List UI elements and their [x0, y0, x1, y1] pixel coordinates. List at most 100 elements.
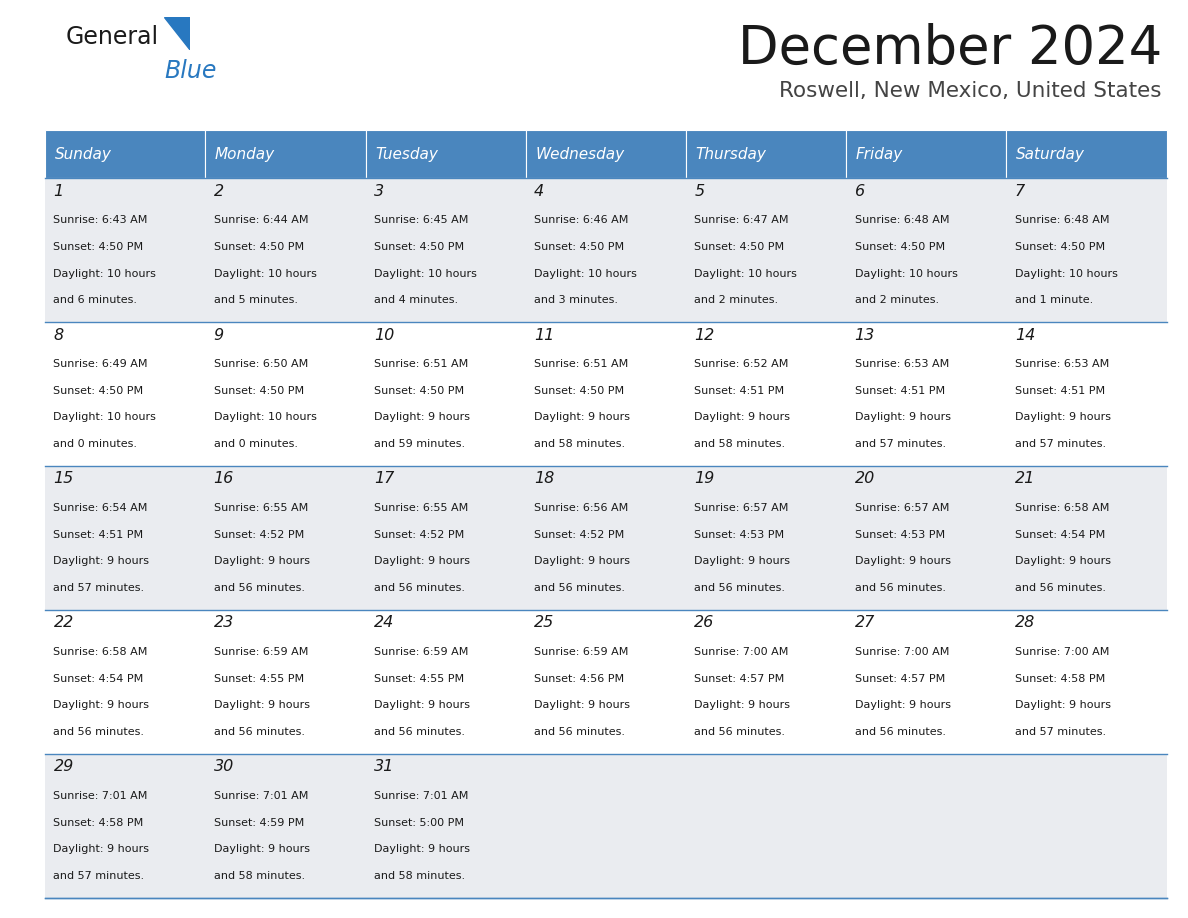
Text: Sunset: 4:55 PM: Sunset: 4:55 PM: [374, 674, 465, 684]
Text: and 3 minutes.: and 3 minutes.: [535, 296, 618, 305]
Text: Daylight: 9 hours: Daylight: 9 hours: [1015, 412, 1111, 422]
Text: Daylight: 9 hours: Daylight: 9 hours: [374, 556, 470, 566]
Text: Sunrise: 6:54 AM: Sunrise: 6:54 AM: [53, 503, 147, 513]
Text: 8: 8: [53, 328, 64, 342]
Text: Daylight: 9 hours: Daylight: 9 hours: [374, 412, 470, 422]
Text: 22: 22: [53, 615, 74, 631]
Text: Sunset: 4:57 PM: Sunset: 4:57 PM: [854, 674, 944, 684]
Text: Daylight: 9 hours: Daylight: 9 hours: [694, 700, 790, 711]
Text: Sunrise: 7:00 AM: Sunrise: 7:00 AM: [1015, 647, 1110, 657]
Text: Sunset: 4:59 PM: Sunset: 4:59 PM: [214, 818, 304, 828]
Text: Daylight: 9 hours: Daylight: 9 hours: [214, 556, 310, 566]
Text: Daylight: 9 hours: Daylight: 9 hours: [53, 700, 150, 711]
Text: and 56 minutes.: and 56 minutes.: [214, 727, 304, 737]
Text: 1: 1: [53, 184, 64, 198]
Text: Sunset: 4:51 PM: Sunset: 4:51 PM: [53, 530, 144, 540]
Text: Sunrise: 6:55 AM: Sunrise: 6:55 AM: [214, 503, 308, 513]
Text: and 6 minutes.: and 6 minutes.: [53, 296, 138, 305]
Text: 15: 15: [53, 472, 74, 487]
Text: 25: 25: [535, 615, 555, 631]
Text: Daylight: 9 hours: Daylight: 9 hours: [694, 412, 790, 422]
Text: Saturday: Saturday: [1016, 147, 1085, 162]
Text: 12: 12: [694, 328, 714, 342]
Text: 6: 6: [854, 184, 865, 198]
Text: Daylight: 9 hours: Daylight: 9 hours: [535, 556, 630, 566]
Text: Tuesday: Tuesday: [375, 147, 438, 162]
Text: and 56 minutes.: and 56 minutes.: [374, 583, 465, 593]
Text: Sunset: 4:50 PM: Sunset: 4:50 PM: [214, 386, 304, 396]
Text: and 56 minutes.: and 56 minutes.: [694, 727, 785, 737]
Text: 10: 10: [374, 328, 394, 342]
Text: 30: 30: [214, 759, 234, 775]
Text: Daylight: 9 hours: Daylight: 9 hours: [214, 700, 310, 711]
Text: Sunrise: 7:01 AM: Sunrise: 7:01 AM: [374, 791, 468, 801]
Text: 18: 18: [535, 472, 555, 487]
Text: and 56 minutes.: and 56 minutes.: [1015, 583, 1106, 593]
Polygon shape: [164, 17, 190, 50]
Text: and 56 minutes.: and 56 minutes.: [374, 727, 465, 737]
Text: and 57 minutes.: and 57 minutes.: [854, 439, 946, 449]
Text: Daylight: 9 hours: Daylight: 9 hours: [53, 845, 150, 855]
Text: Sunset: 4:51 PM: Sunset: 4:51 PM: [1015, 386, 1105, 396]
Text: 26: 26: [694, 615, 714, 631]
Text: Daylight: 9 hours: Daylight: 9 hours: [214, 845, 310, 855]
Text: Sunset: 4:58 PM: Sunset: 4:58 PM: [1015, 674, 1105, 684]
Text: Sunset: 4:54 PM: Sunset: 4:54 PM: [53, 674, 144, 684]
Text: December 2024: December 2024: [738, 23, 1162, 75]
Text: Sunset: 4:50 PM: Sunset: 4:50 PM: [535, 242, 624, 252]
Text: and 58 minutes.: and 58 minutes.: [374, 871, 465, 881]
Text: 29: 29: [53, 759, 74, 775]
Text: 14: 14: [1015, 328, 1035, 342]
Text: Sunset: 4:54 PM: Sunset: 4:54 PM: [1015, 530, 1105, 540]
Text: Sunrise: 6:56 AM: Sunrise: 6:56 AM: [535, 503, 628, 513]
Text: Sunrise: 6:44 AM: Sunrise: 6:44 AM: [214, 215, 308, 225]
Text: Sunrise: 6:59 AM: Sunrise: 6:59 AM: [535, 647, 628, 657]
Text: Daylight: 9 hours: Daylight: 9 hours: [854, 700, 950, 711]
Text: Sunrise: 6:50 AM: Sunrise: 6:50 AM: [214, 359, 308, 369]
Text: 27: 27: [854, 615, 874, 631]
Text: Sunrise: 6:47 AM: Sunrise: 6:47 AM: [694, 215, 789, 225]
Text: Sunrise: 6:52 AM: Sunrise: 6:52 AM: [694, 359, 789, 369]
Text: 21: 21: [1015, 472, 1035, 487]
Text: and 56 minutes.: and 56 minutes.: [694, 583, 785, 593]
Text: and 1 minute.: and 1 minute.: [1015, 296, 1093, 305]
Text: Sunrise: 6:49 AM: Sunrise: 6:49 AM: [53, 359, 148, 369]
Text: and 58 minutes.: and 58 minutes.: [694, 439, 785, 449]
Text: Sunset: 4:55 PM: Sunset: 4:55 PM: [214, 674, 304, 684]
Text: Daylight: 10 hours: Daylight: 10 hours: [53, 412, 157, 422]
Text: Sunset: 4:51 PM: Sunset: 4:51 PM: [854, 386, 944, 396]
Text: 28: 28: [1015, 615, 1035, 631]
Text: and 57 minutes.: and 57 minutes.: [53, 583, 145, 593]
Text: Wednesday: Wednesday: [536, 147, 625, 162]
Text: 13: 13: [854, 328, 874, 342]
Text: 17: 17: [374, 472, 394, 487]
Text: 11: 11: [535, 328, 555, 342]
Text: Sunday: Sunday: [55, 147, 112, 162]
Text: and 0 minutes.: and 0 minutes.: [214, 439, 298, 449]
Text: Sunset: 4:52 PM: Sunset: 4:52 PM: [535, 530, 625, 540]
Text: 16: 16: [214, 472, 234, 487]
Text: 9: 9: [214, 328, 223, 342]
Text: Sunset: 4:52 PM: Sunset: 4:52 PM: [374, 530, 465, 540]
Text: Sunrise: 6:48 AM: Sunrise: 6:48 AM: [1015, 215, 1110, 225]
Text: Sunset: 4:53 PM: Sunset: 4:53 PM: [694, 530, 784, 540]
Text: Daylight: 9 hours: Daylight: 9 hours: [374, 845, 470, 855]
Text: Sunrise: 6:59 AM: Sunrise: 6:59 AM: [374, 647, 468, 657]
Text: and 0 minutes.: and 0 minutes.: [53, 439, 138, 449]
Text: Sunrise: 6:58 AM: Sunrise: 6:58 AM: [1015, 503, 1110, 513]
Text: Daylight: 10 hours: Daylight: 10 hours: [1015, 269, 1118, 278]
Text: Sunrise: 6:59 AM: Sunrise: 6:59 AM: [214, 647, 308, 657]
Text: Sunset: 4:52 PM: Sunset: 4:52 PM: [214, 530, 304, 540]
Text: Daylight: 10 hours: Daylight: 10 hours: [535, 269, 637, 278]
Text: and 58 minutes.: and 58 minutes.: [214, 871, 305, 881]
Text: and 56 minutes.: and 56 minutes.: [854, 727, 946, 737]
Text: Monday: Monday: [215, 147, 274, 162]
Text: and 56 minutes.: and 56 minutes.: [535, 583, 625, 593]
Text: and 56 minutes.: and 56 minutes.: [535, 727, 625, 737]
Text: 20: 20: [854, 472, 874, 487]
Text: 24: 24: [374, 615, 394, 631]
Text: and 57 minutes.: and 57 minutes.: [1015, 439, 1106, 449]
Text: and 58 minutes.: and 58 minutes.: [535, 439, 625, 449]
Text: and 2 minutes.: and 2 minutes.: [694, 296, 778, 305]
Text: Sunrise: 6:45 AM: Sunrise: 6:45 AM: [374, 215, 468, 225]
